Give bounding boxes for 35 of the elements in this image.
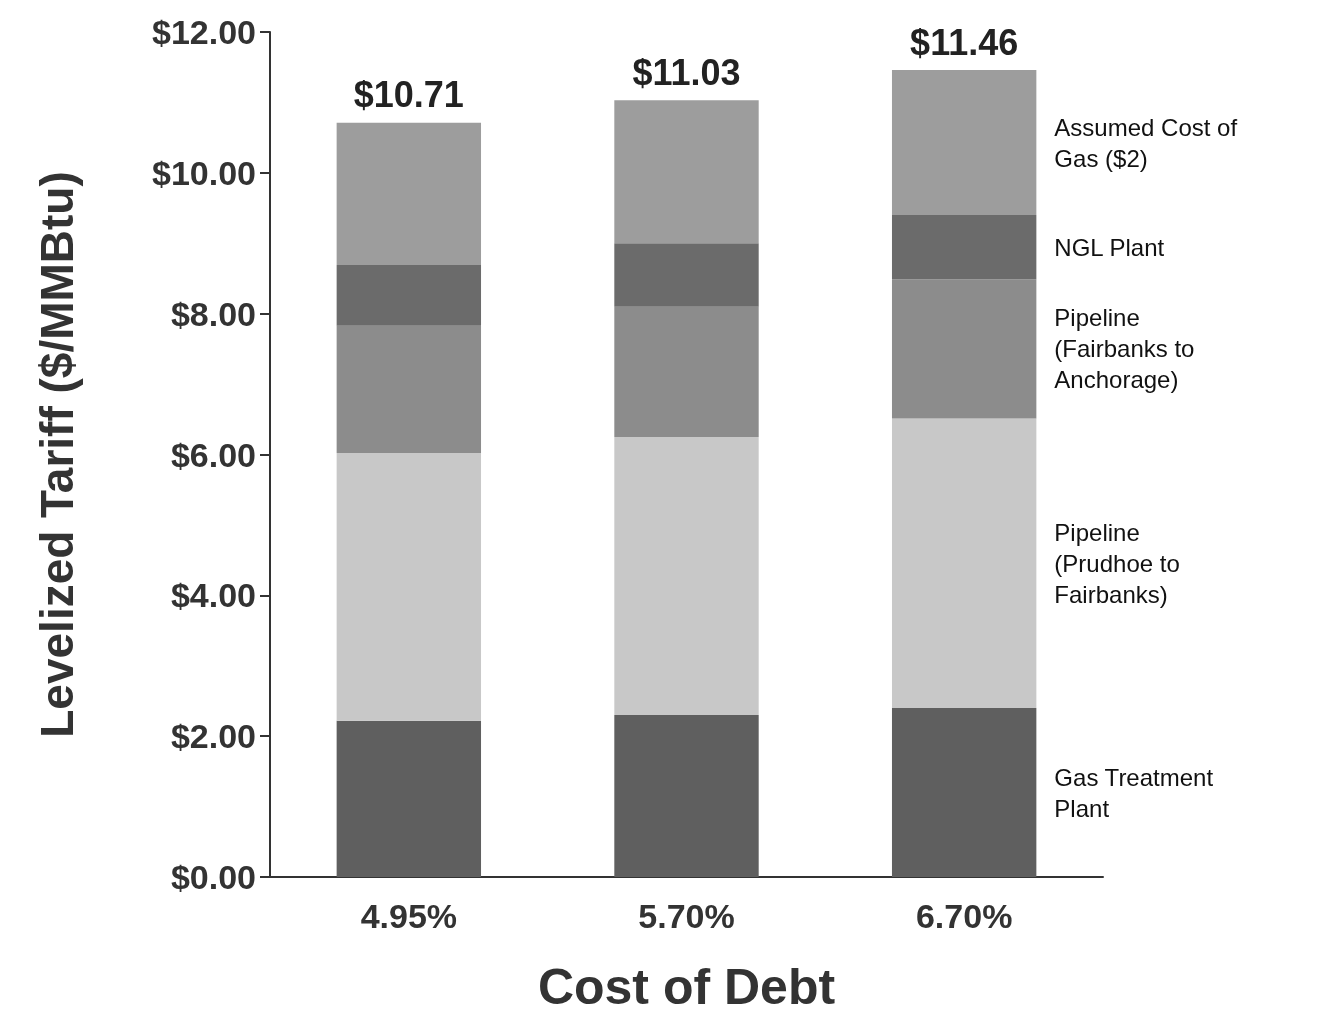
y-tick-label: $12.00: [152, 13, 256, 51]
total-label: $11.46: [910, 21, 1019, 63]
y-tick-label: $0.00: [170, 858, 256, 896]
bar: [336, 265, 482, 326]
series-label: NGL Plant: [1054, 233, 1165, 261]
bar: [336, 325, 482, 454]
x-axis-title: Cost of Debt: [537, 959, 836, 1015]
x-tick-label: 4.95%: [360, 897, 458, 935]
bar: [336, 720, 482, 877]
y-tick-label: $4.00: [170, 576, 256, 615]
bar: [614, 436, 759, 716]
bar: [614, 100, 759, 244]
x-tick-label: 6.70%: [915, 897, 1013, 935]
y-tick-label: $6.00: [170, 435, 256, 474]
bar: [614, 243, 759, 307]
series-label: Pipeline (Fairbanks to Anchorage): [1054, 304, 1202, 394]
total-label: $10.71: [353, 74, 464, 116]
bar: [614, 715, 759, 877]
series-label: Assumed Cost of Gas ($2): [1054, 113, 1244, 172]
y-axis-title: Levelized Tariff ($/MMBtu): [31, 171, 83, 738]
x-tick-label: 5.70%: [638, 897, 735, 935]
bar: [891, 215, 1037, 280]
bar: [336, 122, 482, 266]
total-label: $11.03: [632, 51, 741, 93]
bar: [891, 708, 1037, 877]
series-label: Pipeline (Prudhoe to Fairbanks): [1054, 518, 1187, 608]
bar: [891, 70, 1037, 216]
y-tick-label: $8.00: [170, 294, 256, 333]
series-label: Gas Treatment Plant: [1054, 763, 1220, 822]
bar: [891, 418, 1037, 708]
bar: [336, 453, 482, 721]
y-tick-label: $2.00: [170, 717, 256, 756]
bar: [614, 306, 759, 437]
bar: [891, 279, 1037, 419]
y-tick-label: $10.00: [152, 153, 256, 192]
